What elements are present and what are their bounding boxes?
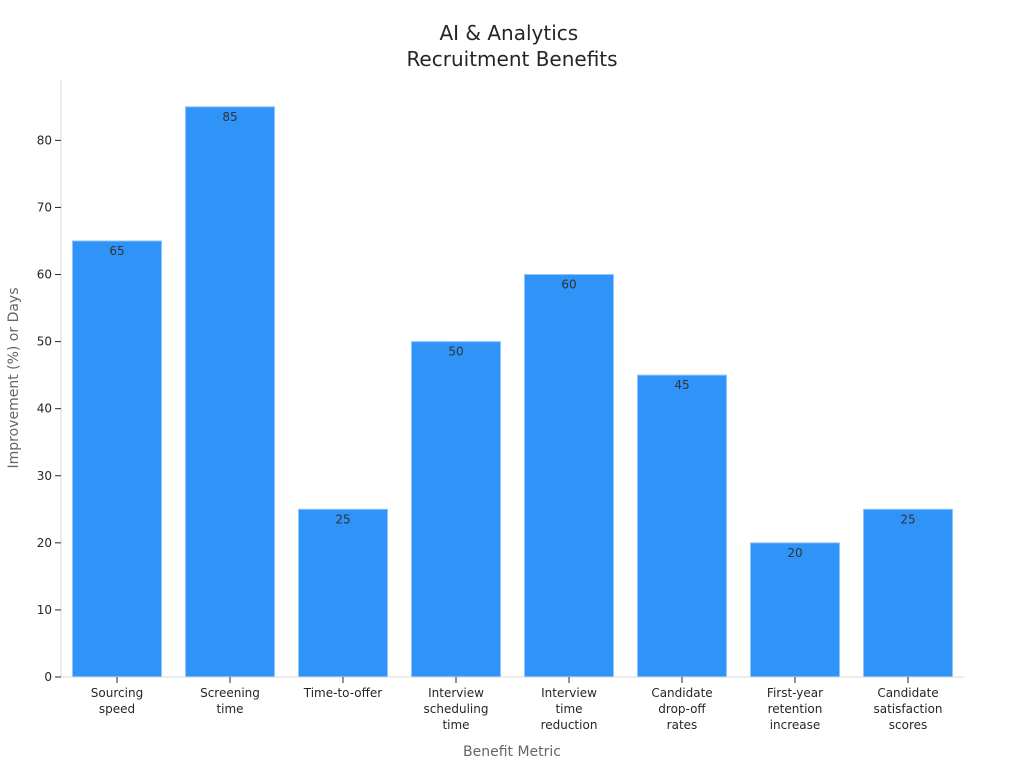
x-axis-label: Benefit Metric	[463, 744, 561, 760]
x-tick-label-line: increase	[770, 718, 821, 732]
x-tick-label: Candidate satisfaction scores	[873, 686, 942, 732]
bar-value-label: 25	[335, 512, 350, 526]
bar-value-label: 50	[448, 345, 463, 359]
y-tick-label: 30	[37, 469, 52, 483]
x-tick-label-line: Screening	[200, 686, 260, 700]
y-axis-ticks: 0 10 20 30 40 50 60 70 80	[37, 133, 61, 684]
x-tick-label-line: scheduling	[424, 702, 489, 716]
bars-group	[72, 106, 953, 678]
x-tick-label-line: First-year	[767, 686, 823, 700]
bar-value-label: 45	[674, 378, 689, 392]
y-tick-label: 20	[37, 536, 52, 550]
x-tick-label-line: time	[442, 718, 469, 732]
y-tick-label: 60	[37, 268, 52, 282]
x-tick-label: Time-to-offer	[303, 686, 383, 700]
y-axis-label: Improvement (%) or Days	[6, 287, 22, 468]
bar-value-label: 85	[222, 110, 237, 124]
x-tick-label-line: Time-to-offer	[303, 686, 383, 700]
x-tick-label-line: rates	[667, 718, 698, 732]
bar	[524, 274, 614, 678]
x-tick-label: Screening time	[200, 686, 260, 716]
y-tick-label: 70	[37, 200, 52, 214]
bar	[72, 240, 162, 678]
x-tick-label-line: Interview	[428, 686, 484, 700]
y-tick-label: 50	[37, 335, 52, 349]
bar	[185, 106, 275, 678]
x-tick-label: First-year retention increase	[767, 686, 823, 732]
x-tick-label-line: Candidate	[651, 686, 712, 700]
x-tick-label-line: satisfaction	[873, 702, 942, 716]
bar-value-label: 65	[109, 244, 124, 258]
x-tick-label-line: reduction	[541, 718, 598, 732]
chart-title-line-2: Recruitment Benefits	[406, 47, 617, 71]
x-tick-label-line: speed	[99, 702, 135, 716]
x-tick-label: Interview scheduling time	[424, 686, 489, 732]
x-tick-label: Sourcing speed	[91, 686, 143, 716]
x-tick-label-line: drop-off	[658, 702, 706, 716]
data-labels-group: 65 85 25 50 60 45 20 25	[109, 110, 915, 560]
bar-value-label: 25	[900, 512, 915, 526]
bar	[411, 341, 501, 678]
y-tick-label: 40	[37, 402, 52, 416]
x-tick-label-line: time	[216, 702, 243, 716]
bar	[750, 542, 840, 678]
x-tick-label: Candidate drop-off rates	[651, 686, 712, 732]
y-tick-label: 0	[44, 670, 52, 684]
chart-title: AI & Analytics Recruitment Benefits	[406, 21, 617, 71]
x-tick-label-line: retention	[768, 702, 823, 716]
x-axis-ticks: Sourcing speed Screening time Time-to-offer I…	[91, 677, 943, 732]
x-tick-label-line: Sourcing	[91, 686, 143, 700]
bar-value-label: 20	[787, 546, 802, 560]
y-tick-label: 80	[37, 133, 52, 147]
x-tick-label: Interview time reduction	[541, 686, 598, 732]
bar	[863, 508, 953, 678]
chart-title-line-1: AI & Analytics	[439, 21, 578, 45]
x-tick-label-line: Candidate	[877, 686, 938, 700]
x-tick-label-line: time	[555, 702, 582, 716]
x-tick-label-line: Interview	[541, 686, 597, 700]
bar	[637, 374, 727, 678]
x-tick-label-line: scores	[889, 718, 928, 732]
bar	[298, 508, 388, 678]
bar-value-label: 60	[561, 278, 576, 292]
y-tick-label: 10	[37, 603, 52, 617]
